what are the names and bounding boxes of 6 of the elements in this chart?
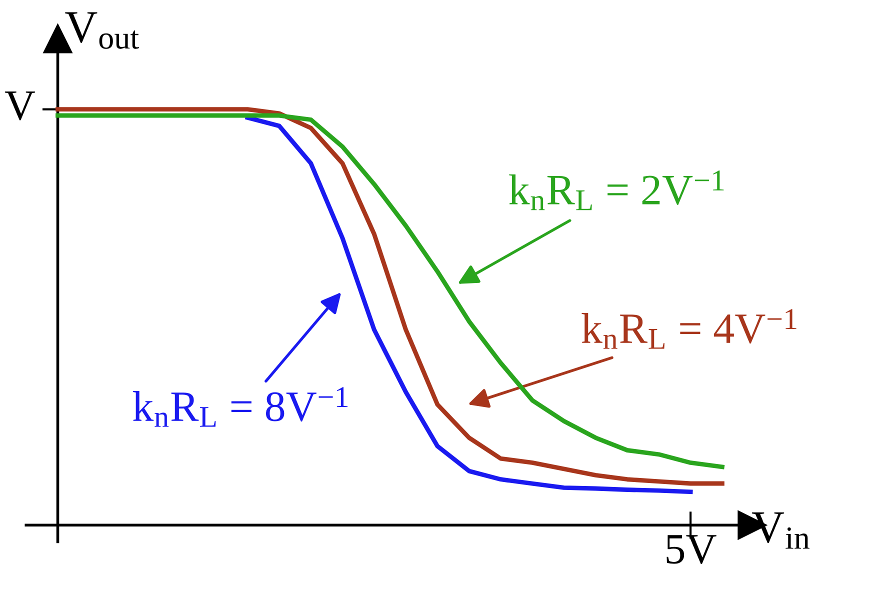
annotation: k$_{n}$R$_{L}$ = 2V$^{−1}$ [509, 170, 724, 210]
annotation: k$_{n}$R$_{L}$ = 4V$^{−1}$ [582, 309, 796, 349]
annotation: V [4, 91, 36, 120]
y-axis-title: V$_{out}$ [65, 12, 139, 49]
text: 5V [666, 535, 716, 564]
annotation: k$_{n}$R$_{L}$ = 8V$^{−1}$ [132, 387, 348, 427]
